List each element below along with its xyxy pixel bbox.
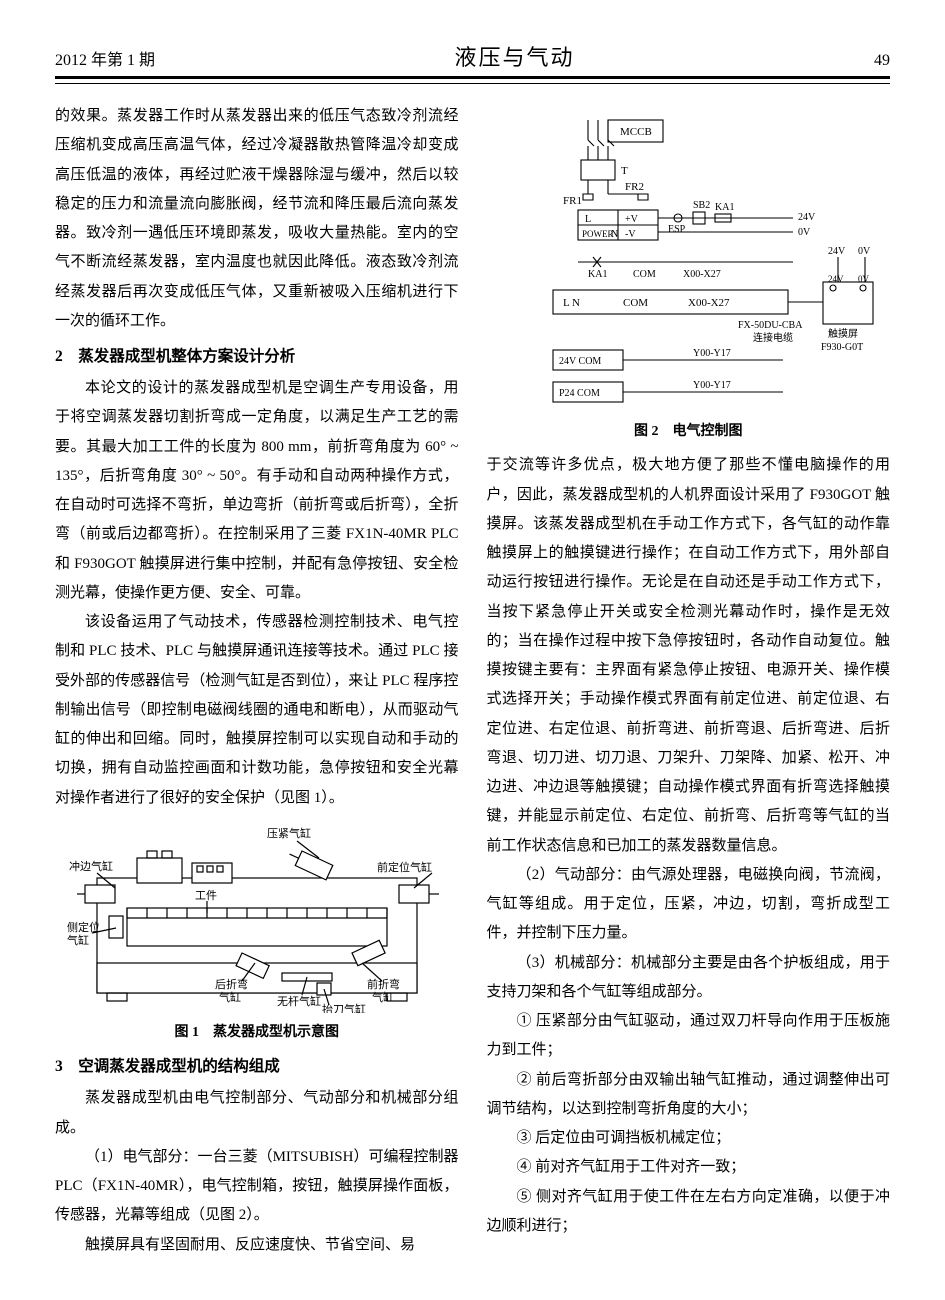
- figure-1: 冲边气缸 压紧气缸 前定位气缸 侧定位 气缸 工件 后折弯 气缸 前折弯 气缸 …: [55, 823, 459, 1046]
- page-number: 49: [874, 52, 890, 70]
- para-design-analysis-2: 该设备运用了气动技术，传感器检测控制技术、电气控制和 PLC 技术、PLC 与触…: [55, 608, 459, 813]
- fig1-label-taidao: 抬刀气缸: [322, 1002, 366, 1013]
- fig2-minusv: -V: [625, 229, 636, 240]
- fig2-0vb: 0V: [858, 274, 870, 284]
- para-structure-2: （1）电气部分：一台三菱（MITSUBISH）可编程控制器 PLC（FX1N-4…: [55, 1143, 459, 1231]
- fig2-y17b: Y00-Y17: [693, 380, 731, 391]
- fig1-label-cedingwei-1: 侧定位: [67, 920, 100, 934]
- fig1-label-qiandingwei: 前定位气缸: [377, 860, 432, 874]
- para-design-analysis-1: 本论文的设计的蒸发器成型机是空调生产专用设备，用于将空调蒸发器切割折弯成一定角度…: [55, 374, 459, 608]
- figure-2-svg: MCCB T FR1 FR2 L +V: [493, 112, 883, 412]
- fig2-fx50-2: 连接电缆: [753, 331, 793, 344]
- fig1-label-wugan: 无杆气缸: [277, 994, 321, 1008]
- fig1-label-cedingwei-2: 气缸: [67, 933, 89, 947]
- fig1-label-qianzhewan-1: 前折弯: [367, 977, 400, 991]
- list-item-1: ① 压紧部分由气缸驱动，通过双刀杆导向作用于压板施力到工件；: [487, 1007, 891, 1066]
- para-right-2: （2）气动部分：由气源处理器，电磁换向阀，节流阀，气缸等组成。用于定位，压紧，冲…: [487, 861, 891, 949]
- fig2-touch-2: F930-G0T: [821, 342, 863, 353]
- list-item-3: ③ 后定位由可调挡板机械定位；: [487, 1124, 891, 1153]
- fig1-label-houzhewan-2: 气缸: [219, 990, 241, 1004]
- fig2-0v-a: 0V: [798, 227, 811, 238]
- section-3-heading: 3 空调蒸发器成型机的结构组成: [55, 1052, 459, 1082]
- fig2-y17a: Y00-Y17: [693, 348, 731, 359]
- fig2-24vcom: 24V COM: [559, 356, 601, 367]
- para-right-1: 于交流等许多优点，极大地方便了那些不懂电脑操作的用户，因此，蒸发器成型机的人机界…: [487, 451, 891, 861]
- fig2-l: L: [585, 214, 591, 225]
- fig2-t: T: [621, 165, 628, 177]
- fig1-label-yajin: 压紧气缸: [267, 826, 311, 840]
- svg-text:N: N: [611, 229, 618, 240]
- fig2-sb2: SB2: [693, 200, 710, 211]
- list-item-4: ④ 前对齐气缸用于工件对齐一致；: [487, 1153, 891, 1182]
- fig2-power: POWER: [582, 229, 614, 239]
- body-columns: 的效果。蒸发器工作时从蒸发器出来的低压气态致冷剂流经压缩机变成高压高温气体，经过…: [55, 102, 890, 1260]
- fig2-fr1: FR1: [563, 195, 582, 207]
- fig2-24vtop: 24V: [828, 246, 846, 257]
- fig2-24vb: 24V: [828, 274, 844, 284]
- fig2-24v-a: 24V: [798, 212, 816, 223]
- issue-label: 2012 年第 1 期: [55, 46, 155, 70]
- list-item-2: ② 前后弯折部分由双输出轴气缸推动，通过调整伸出可调节结构，以达到控制弯折角度的…: [487, 1066, 891, 1125]
- header-rule: [55, 83, 890, 84]
- fig2-esp: ESP: [668, 224, 686, 235]
- fig1-label-qianzhewan-2: 气缸: [372, 990, 394, 1004]
- journal-title: 液压与气动: [455, 40, 575, 72]
- fig1-label-houzhewan-1: 后折弯: [215, 977, 248, 991]
- fig2-mccb: MCCB: [620, 126, 652, 138]
- fig2-p24com: P24 COM: [559, 388, 600, 399]
- fig2-plusv: +V: [625, 214, 639, 225]
- fig2-ln: L N: [563, 297, 580, 309]
- fig2-com-a: COM: [633, 269, 656, 280]
- fig2-fx50-1: FX-50DU-CBA: [738, 320, 803, 331]
- figure-2-caption: 图 2 电气控制图: [487, 418, 891, 445]
- fig2-x27a: X00-X27: [683, 269, 721, 280]
- para-right-3: （3）机械部分：机械部分主要是由各个护板组成，用于支持刀架和各个气缸等组成部分。: [487, 949, 891, 1008]
- fig1-label-chongbian: 冲边气缸: [69, 859, 113, 873]
- fig2-ka1: KA1: [715, 202, 734, 213]
- figure-1-caption: 图 1 蒸发器成型机示意图: [55, 1019, 459, 1046]
- fig2-0vtop: 0V: [858, 246, 871, 257]
- fig2-fr2: FR2: [625, 181, 644, 193]
- fig1-label-gongjian: 工件: [195, 889, 217, 902]
- fig2-com-b: COM: [623, 297, 648, 309]
- fig2-ka1b: KA1: [588, 269, 607, 280]
- fig2-touch-1: 触摸屏: [828, 327, 858, 340]
- list-item-5: ⑤ 侧对齐气缸用于使工件在左右方向定准确，以便于冲边顺利进行；: [487, 1183, 891, 1242]
- figure-2: MCCB T FR1 FR2 L +V: [487, 112, 891, 445]
- para-continuation: 的效果。蒸发器工作时从蒸发器出来的低压气态致冷剂流经压缩机变成高压高温气体，经过…: [55, 102, 459, 336]
- page-header: 2012 年第 1 期 液压与气动 49: [55, 40, 890, 79]
- section-2-heading: 2 蒸发器成型机整体方案设计分析: [55, 342, 459, 372]
- fig2-x27b: X00-X27: [688, 297, 730, 309]
- figure-1-svg: 冲边气缸 压紧气缸 前定位气缸 侧定位 气缸 工件 后折弯 气缸 前折弯 气缸 …: [67, 823, 447, 1013]
- para-structure-1: 蒸发器成型机由电气控制部分、气动部分和机械部分组成。: [55, 1084, 459, 1143]
